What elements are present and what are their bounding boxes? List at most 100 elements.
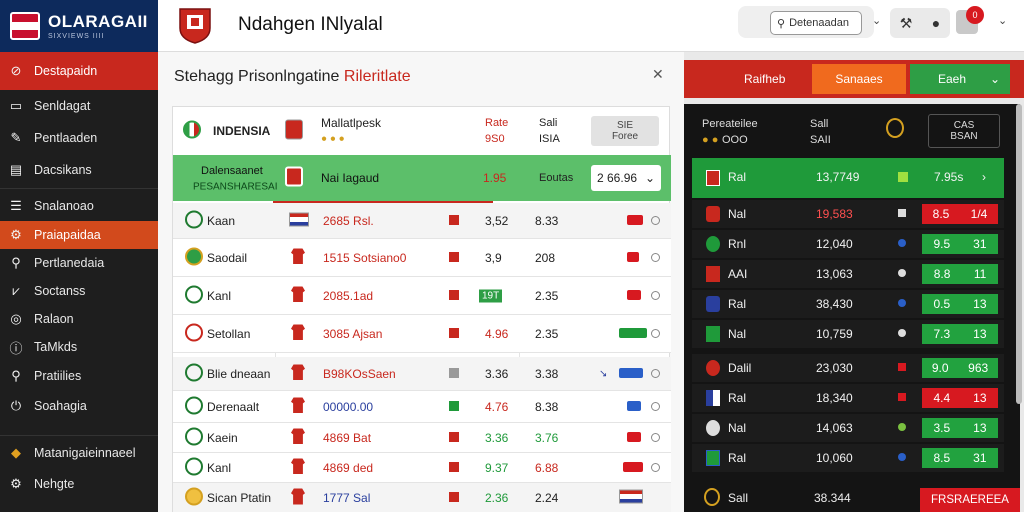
chevron-right-icon[interactable]: › xyxy=(982,170,986,184)
sidebar-item-0[interactable]: ⊘ Destapaidn xyxy=(0,52,158,90)
sidebar-item-2[interactable]: ✎ Pentlaaden xyxy=(0,122,158,154)
odd-2[interactable]: 6.88 xyxy=(535,460,559,475)
info-icon[interactable] xyxy=(651,214,660,228)
featured-select[interactable]: 2 66.96 ⌄ xyxy=(591,165,661,191)
sidebar-item-13[interactable]: ⚙ Nehgte xyxy=(0,468,158,500)
scrollbar[interactable] xyxy=(1016,104,1022,404)
live-odds-box[interactable]: 0.5 13 xyxy=(922,294,998,314)
live-odds-box[interactable]: 8.5 31 xyxy=(922,448,998,468)
live-odds-box[interactable]: 9.5 31 xyxy=(922,234,998,254)
sidebar-label: Senldagat xyxy=(34,99,91,113)
table-row[interactable]: Kanl 4869 ded 9.37 6.88 xyxy=(173,453,671,483)
live-box[interactable]: 7.95s xyxy=(934,170,964,184)
live-row[interactable]: Ral 10,060 8.5 31 xyxy=(692,444,1004,472)
header-button[interactable]: SIE Foree xyxy=(591,116,659,146)
live-head-button[interactable]: CAS BSAN xyxy=(928,114,1000,148)
match-name: 3085 Ajsan xyxy=(323,326,383,341)
sidebar-item-12[interactable]: ◆ Matanigaieinnaeel xyxy=(0,438,158,468)
footer-name: Sall xyxy=(728,491,749,505)
live-value: 13,063 xyxy=(816,267,853,281)
odd-1[interactable]: 3,52 xyxy=(485,213,509,228)
close-icon[interactable]: ✕ xyxy=(652,66,664,82)
sidebar-item-4[interactable]: ☰ Snalanoao xyxy=(0,191,158,221)
info-icon[interactable] xyxy=(651,400,660,414)
user-icon[interactable]: ● xyxy=(931,15,941,31)
sidebar-item-9[interactable]: ⓘ TaMkds xyxy=(0,333,158,361)
featured-row[interactable]: Dalensaanet PESANSHARESAI Nai Iagaud 1.9… xyxy=(173,155,671,201)
live-odds-box[interactable]: 8.5 1/4 xyxy=(922,204,998,224)
info-icon[interactable] xyxy=(651,367,660,381)
table-row[interactable]: Derenaalt 00000.00 4.76 8.38 xyxy=(173,391,671,423)
header-team: INDENSIA xyxy=(213,124,271,138)
live-featured-row[interactable]: Ral 13,7749 7.95s › xyxy=(692,158,1004,198)
odd-a: 7.3 xyxy=(933,327,951,341)
odd-2[interactable]: 3.76 xyxy=(535,430,559,445)
odd-1[interactable]: 2.36 xyxy=(485,491,509,505)
odd-2[interactable]: 208 xyxy=(535,250,556,265)
table-row[interactable]: Sican Ptatin 1777 Sal 2.36 2.24 xyxy=(173,483,671,512)
odd-1[interactable]: 9.37 xyxy=(485,460,509,475)
sidebar-item-11[interactable]: ⏻ Soahagia xyxy=(0,391,158,421)
live-row[interactable]: Nal 19,583 8.5 1/4 xyxy=(692,200,1004,228)
live-odds-box[interactable]: 8.8 11 xyxy=(922,264,998,284)
odd-2[interactable]: 3.38 xyxy=(535,366,559,381)
table-row[interactable]: Setollan 3085 Ajsan 4.96 2.35 xyxy=(173,315,671,353)
tools-icon[interactable]: ⚒ xyxy=(899,14,913,31)
info-icon[interactable] xyxy=(651,461,660,475)
live-odds-box[interactable]: 3.5 13 xyxy=(922,418,998,438)
info-icon[interactable] xyxy=(651,289,660,303)
sidebar-item-8[interactable]: ◎ Ralaon xyxy=(0,305,158,333)
sidebar-item-6[interactable]: ⚲ Pertlanedaia xyxy=(0,249,158,277)
shirt-icon xyxy=(291,324,305,343)
table-row[interactable]: Kanl 2085.1ad 19T 2.35 xyxy=(173,277,671,315)
sidebar-item-5[interactable]: ⚙ Praiapaidaa xyxy=(0,221,158,249)
live-row[interactable]: Dalil 23,030 9.0 963 xyxy=(692,354,1004,382)
live-odds-box[interactable]: 7.3 13 xyxy=(922,324,998,344)
info-icon[interactable] xyxy=(651,327,660,341)
chevron-down-icon[interactable]: ⌄ xyxy=(872,15,882,27)
search-field[interactable]: ⚲ Detenaadan xyxy=(770,11,862,35)
sidebar-item-1[interactable]: ▭ Senldagat xyxy=(0,90,158,122)
live-odds-box[interactable]: 4.4 13 xyxy=(922,388,998,408)
table-row[interactable]: Saodail 1515 Sotsiano0 3,9 208 xyxy=(173,239,671,277)
team-icon xyxy=(185,363,203,384)
shield-icon xyxy=(285,119,303,143)
odd-2[interactable]: 8.38 xyxy=(535,399,559,414)
coins-icon: ● ● ● xyxy=(321,133,345,145)
tab-3[interactable]: Eaeh ⌄ xyxy=(910,64,1010,94)
search-box[interactable]: ⚲ Detenaadan xyxy=(738,6,874,38)
odd-2[interactable]: 2.24 xyxy=(535,491,559,505)
live-row[interactable]: AAI 13,063 8.8 11 xyxy=(692,260,1004,288)
footer-button[interactable]: FRSRAEREEA xyxy=(920,488,1020,512)
odd-2[interactable]: 2.35 xyxy=(535,326,559,341)
brand[interactable]: OLARAGAII SIXVIEWS IIII xyxy=(0,0,158,52)
odd-1[interactable]: 4.96 xyxy=(485,326,509,341)
odd-1[interactable]: 3,9 xyxy=(485,250,502,265)
odd-2[interactable]: 2.35 xyxy=(535,288,559,303)
live-row[interactable]: Nal 10,759 7.3 13 xyxy=(692,320,1004,348)
sidebar-item-3[interactable]: ▤ Dacsikans xyxy=(0,154,158,186)
odd-1[interactable]: 3.36 xyxy=(485,366,509,381)
odd-2[interactable]: 8.33 xyxy=(535,213,559,228)
match-name: 2085.1ad xyxy=(323,288,374,303)
status-square xyxy=(898,209,906,217)
live-row[interactable]: Nal 14,063 3.5 13 xyxy=(692,414,1004,442)
live-row[interactable]: Ral 18,340 4.4 13 xyxy=(692,384,1004,412)
live-row[interactable]: Rnl 12,040 9.5 31 xyxy=(692,230,1004,258)
sidebar-item-7[interactable]: ⩗ Soctanss xyxy=(0,277,158,305)
tab-1[interactable]: Raifheb xyxy=(744,72,786,86)
sidebar-item-10[interactable]: ⚲ Pratiilies xyxy=(0,361,158,391)
menu-chevron-icon[interactable]: ⌄ xyxy=(998,15,1008,27)
live-odds-box[interactable]: 9.0 963 xyxy=(922,358,998,378)
odd-1[interactable]: 3.36 xyxy=(485,430,509,445)
club-crest-icon[interactable] xyxy=(178,6,212,44)
tab-2[interactable]: Sanaaes xyxy=(812,64,906,94)
live-row[interactable]: Ral 38,430 0.5 13 xyxy=(692,290,1004,318)
info-icon[interactable] xyxy=(651,431,660,445)
table-row[interactable]: Kaein 4869 Bat 3.36 3.76 xyxy=(173,423,671,453)
table-row[interactable]: Kaan 2685 Rsl. 3,52 8.33 xyxy=(173,203,671,239)
table-row[interactable]: Blie dneaan B98KOsSaen 3.36 3.38 ↘ xyxy=(173,357,671,391)
info-icon[interactable] xyxy=(651,251,660,265)
toolbar-group[interactable]: ⚒ ● xyxy=(890,8,950,38)
odd-1[interactable]: 4.76 xyxy=(485,399,509,414)
